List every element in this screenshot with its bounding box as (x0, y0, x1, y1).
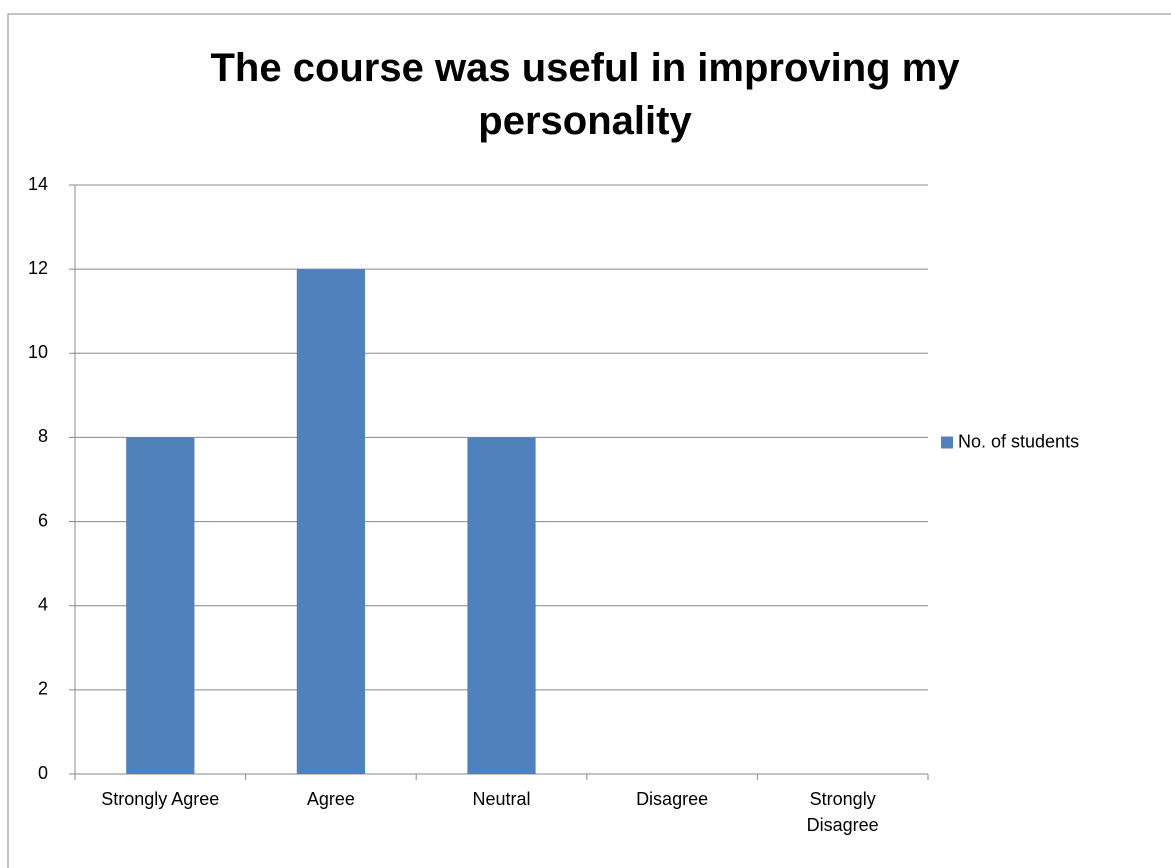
x-tick-label: Neutral (472, 789, 531, 809)
x-tick-label: Disagree (636, 789, 709, 809)
y-tick-label: 0 (38, 763, 48, 783)
y-tick-label: 8 (38, 426, 48, 446)
y-tick-label: 4 (38, 594, 48, 614)
x-tick-label: Strongly Disagree (806, 789, 879, 835)
x-tick-label: Strongly Agree (101, 789, 220, 809)
chart-border (7, 13, 1171, 868)
legend-label: No. of students (958, 431, 1079, 451)
x-tick-label: Agree (306, 789, 355, 809)
y-tick-label: 6 (38, 510, 48, 530)
y-tick-label: 2 (38, 679, 48, 699)
legend-swatch (941, 436, 953, 449)
chart-title: The course was useful in improving my pe… (210, 46, 960, 143)
y-tick-label: 14 (28, 174, 48, 194)
bar (467, 437, 536, 774)
y-tick-label: 12 (28, 258, 48, 278)
bar (126, 437, 195, 774)
bar (296, 269, 366, 774)
y-tick-label: 10 (28, 342, 48, 362)
